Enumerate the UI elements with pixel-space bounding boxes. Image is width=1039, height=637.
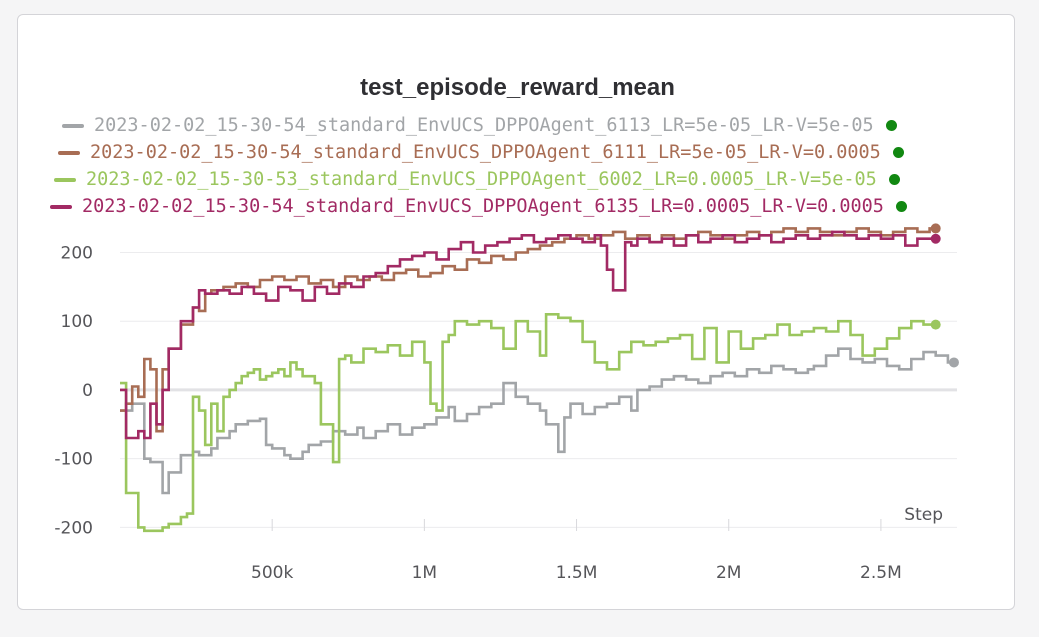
series-end-point-2 [930,223,941,234]
legend-label: 2023-02-02_15-30-53_standard_EnvUCS_DPPO… [86,169,877,190]
status-dot-icon [888,174,900,185]
y-tick-label: 200 [61,243,93,263]
y-tick-label: -100 [54,450,93,470]
legend-label: 2023-02-02_15-30-54_standard_EnvUCS_DPPO… [82,196,884,217]
chart-title: test_episode_reward_mean [360,74,675,101]
y-tick-label: 100 [61,312,93,332]
x-tick-label: 1M [412,563,437,583]
chart-legend: 2023-02-02_15-30-54_standard_EnvUCS_DPPO… [50,112,907,220]
legend-label: 2023-02-02_15-30-54_standard_EnvUCS_DPPO… [90,142,881,163]
legend-swatch [58,150,80,155]
series-end-point-1 [948,357,959,368]
x-tick-label: 2.5M [860,563,902,583]
series-end-point-3 [930,319,941,330]
legend-item[interactable]: 2023-02-02_15-30-54_standard_EnvUCS_DPPO… [50,193,907,220]
series-line-3 [120,313,936,533]
y-tick-label: -200 [54,518,93,538]
chart-panel [17,14,1015,610]
legend-item[interactable]: 2023-02-02_15-30-54_standard_EnvUCS_DPPO… [50,139,907,166]
legend-item[interactable]: 2023-02-02_15-30-54_standard_EnvUCS_DPPO… [50,112,907,139]
series-line-1 [120,347,954,495]
x-tick-label: 500k [251,563,293,583]
legend-item[interactable]: 2023-02-02_15-30-53_standard_EnvUCS_DPPO… [50,166,907,193]
legend-label: 2023-02-02_15-30-54_standard_EnvUCS_DPPO… [94,115,874,136]
series-line-4 [120,230,936,440]
legend-swatch [54,177,76,182]
legend-swatch [50,204,72,209]
legend-swatch [62,123,84,128]
x-axis-label: Step [904,505,943,525]
x-tick-label: 2M [716,563,741,583]
series-end-point-4 [930,233,941,244]
status-dot-icon [895,201,907,212]
status-dot-icon [885,120,897,131]
status-dot-icon [892,147,904,158]
x-tick-label: 1.5M [556,563,598,583]
y-tick-label: 0 [82,381,93,401]
